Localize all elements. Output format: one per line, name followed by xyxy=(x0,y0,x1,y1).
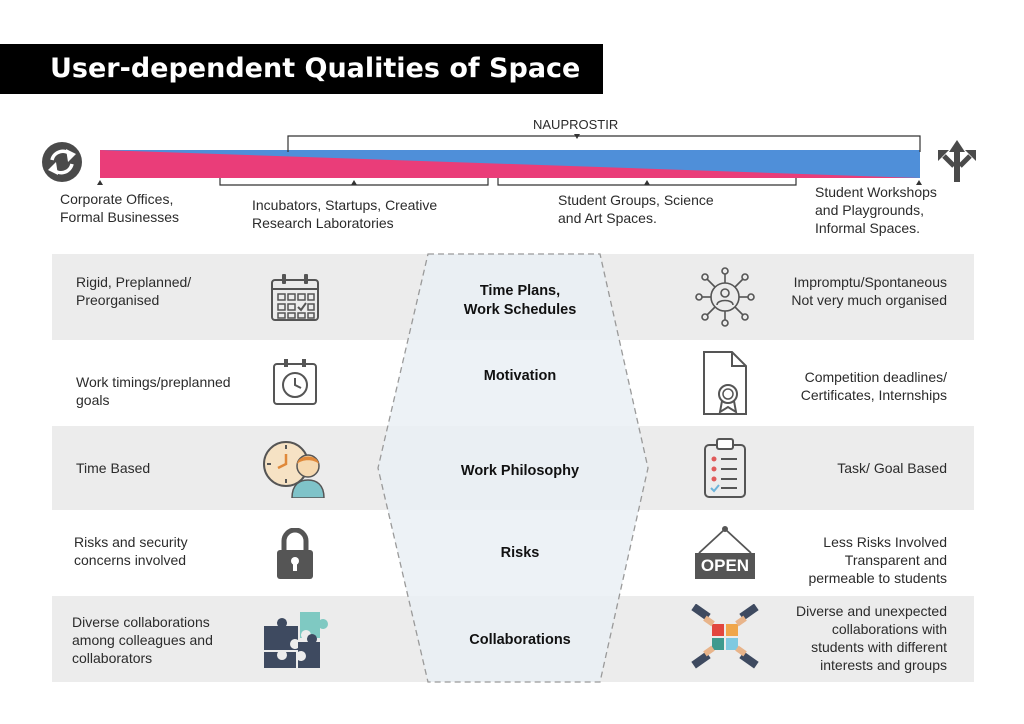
spectrum-diagram xyxy=(42,134,976,186)
nauprostir-pointer xyxy=(574,134,580,139)
checklist-icon xyxy=(704,438,746,498)
category-collaborations: Collaborations xyxy=(469,632,571,648)
hands-puzzle-icon xyxy=(691,604,759,669)
category-time-plans: Time Plans, Work Schedules xyxy=(463,283,577,318)
network-person-icon xyxy=(695,267,755,327)
left-text-3: Time Based xyxy=(76,460,151,476)
open-sign-text: OPEN xyxy=(700,556,750,575)
clock-person-icon xyxy=(263,441,325,498)
category-motivation: Motivation xyxy=(483,368,557,384)
puzzle-pieces-icon xyxy=(264,612,328,668)
open-sign-icon: OPEN xyxy=(693,525,757,581)
nauprostir-bracket xyxy=(287,135,921,152)
right-text-4: Less Risks Involved Transparent and permea… xyxy=(808,534,947,586)
stage-pointer-3 xyxy=(644,180,650,185)
category-work-philosophy: Work Philosophy xyxy=(460,463,580,479)
nauprostir-label: NAUPROSTIR xyxy=(533,117,619,132)
stage-label-student-groups: Student Groups, Science and Art Spaces. xyxy=(558,192,714,226)
right-text-1: Impromptu/Spontaneous Not very much organ… xyxy=(791,274,947,308)
calendar-icon xyxy=(271,274,319,321)
stage-pointer-2 xyxy=(351,180,357,185)
stage-pointer-1 xyxy=(97,180,103,185)
certificate-icon xyxy=(703,351,747,415)
branching-arrows-icon xyxy=(938,140,976,182)
category-risks: Risks xyxy=(500,545,540,561)
stage-label-workshops: Student Workshops and Playgrounds, Informa… xyxy=(815,184,937,236)
right-text-5: Diverse and unexpected collaborations wit… xyxy=(796,603,947,673)
stage-label-incubators: Incubators, Startups, Creative Research L… xyxy=(252,197,438,231)
left-text-1: Rigid, Preplanned/Preorganised xyxy=(76,274,192,308)
right-text-3: Task/ Goal Based xyxy=(837,460,947,476)
page-title: User-dependent Qualities of Space xyxy=(0,44,603,94)
refresh-cycle-icon xyxy=(42,142,82,182)
spectrum-bar-pink xyxy=(100,150,920,178)
right-text-2: Competition deadlines/Certificates, Inte… xyxy=(800,369,947,403)
stage-label-corporate: Corporate Offices, Formal Businesses xyxy=(60,191,180,225)
padlock-icon xyxy=(277,528,313,579)
left-text-2: Work timings/preplanned goals xyxy=(76,374,231,408)
stage-pointer-4 xyxy=(916,180,922,185)
left-text-5: Diverse collaborations among colleagues a… xyxy=(72,614,213,666)
left-text-4: Risks and security concerns involved xyxy=(74,534,188,568)
clock-icon xyxy=(273,359,317,405)
